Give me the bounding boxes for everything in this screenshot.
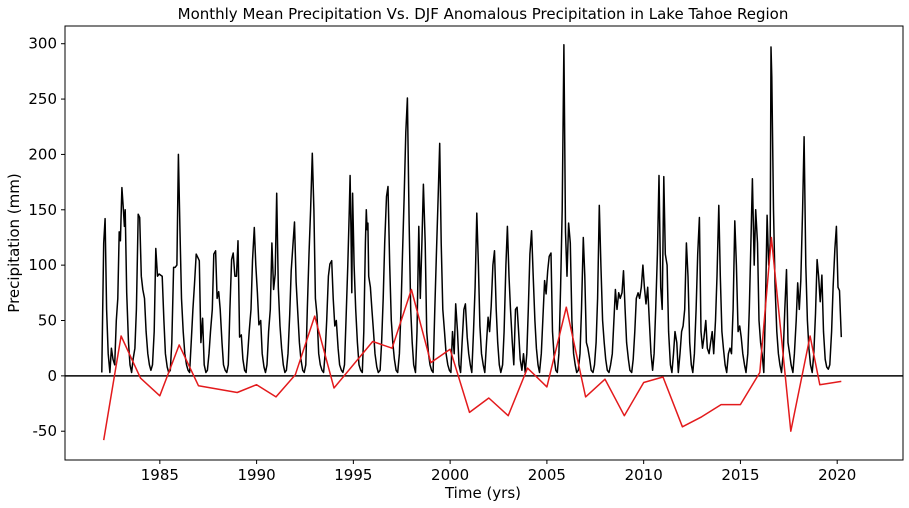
series-line-djf-anomaly xyxy=(102,236,842,441)
y-tick-label: 200 xyxy=(28,145,57,163)
y-axis: -50 0 50 100 150 200 250 300 xyxy=(28,35,65,440)
plot-frame xyxy=(64,25,904,461)
y-tick-label: 100 xyxy=(28,256,57,274)
x-tick-label: 2000 xyxy=(431,466,469,484)
x-tick-label: 1995 xyxy=(334,466,372,484)
x-tick-label: 1985 xyxy=(141,466,179,484)
y-tick-label: 250 xyxy=(28,90,57,108)
x-tick-label: 2015 xyxy=(721,466,759,484)
x-axis: 1985 1990 1995 2000 2005 2010 2015 2020 xyxy=(141,460,856,484)
chart-title: Monthly Mean Precipitation Vs. DJF Anoma… xyxy=(178,5,789,23)
series-layer xyxy=(101,44,843,441)
x-axis-label: Time (yrs) xyxy=(444,484,521,502)
x-tick-label: 2010 xyxy=(625,466,663,484)
x-tick-label: 2020 xyxy=(818,466,856,484)
y-axis-label: Precipitation (mm) xyxy=(5,173,23,312)
y-tick-label: 150 xyxy=(28,201,57,219)
x-tick-label: 1990 xyxy=(238,466,276,484)
y-tick-label: 300 xyxy=(28,35,57,53)
plot-area xyxy=(64,25,904,461)
series-line-monthly-mean xyxy=(101,44,843,374)
y-tick-label: -50 xyxy=(33,422,58,440)
y-tick-label: 0 xyxy=(47,367,57,385)
y-tick-label: 50 xyxy=(38,312,57,330)
x-tick-label: 2005 xyxy=(528,466,566,484)
